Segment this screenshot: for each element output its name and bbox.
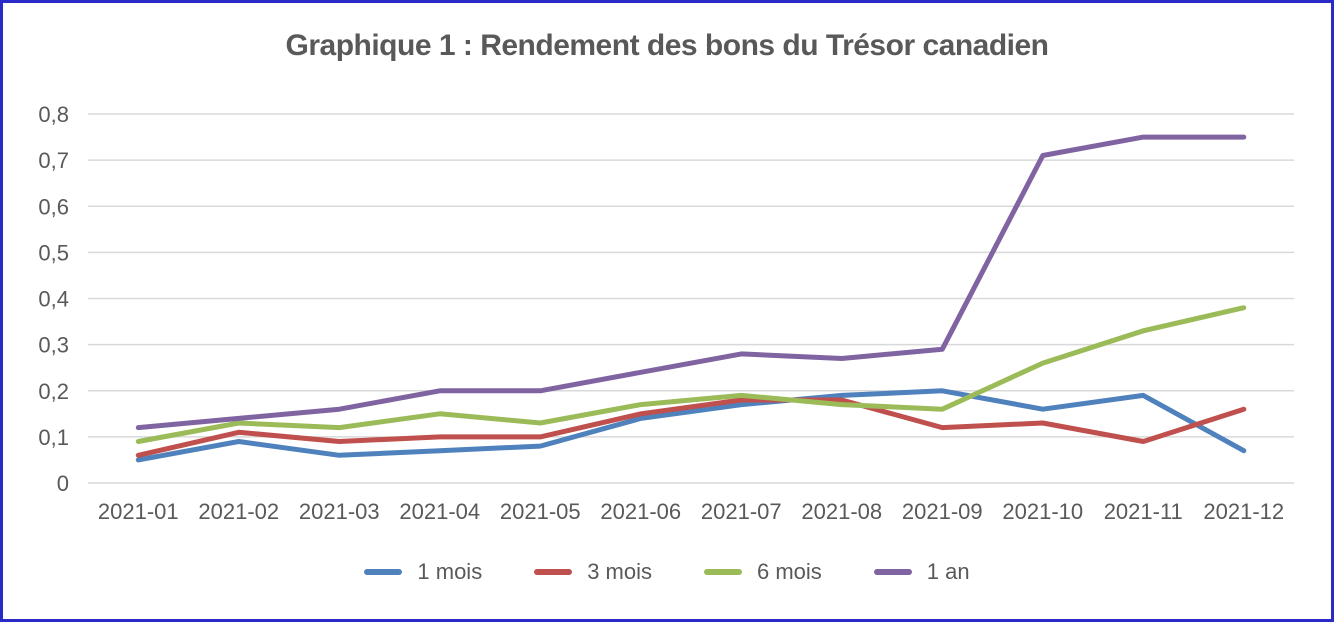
series-line-3-mois (135, 397, 1247, 458)
y-axis-tick-label: 0,8 (38, 102, 69, 127)
legend-label: 1 mois (417, 559, 483, 584)
chart-title: Graphique 1 : Rendement des bons du Trés… (285, 29, 1050, 62)
legend-swatch-icon (873, 569, 912, 575)
legend-swatch-icon (364, 569, 403, 575)
y-axis-tick-label: 0,7 (38, 148, 69, 173)
x-axis-tick-label: 2021-11 (1104, 499, 1183, 524)
legend-item-6-mois: 6 mois (703, 559, 822, 584)
y-axis-tick-label: 0,4 (38, 287, 69, 312)
legend-item-3-mois: 3 mois (534, 561, 652, 583)
series-line-1-an (135, 134, 1247, 431)
series-line-6-mois (135, 305, 1247, 444)
x-axis-tick-label: 2021-06 (600, 499, 681, 524)
y-axis-tick-label: 0,6 (38, 194, 69, 219)
x-axis-tick-label: 2021-12 (1203, 499, 1284, 524)
legend-item-1-an: 1 an (873, 559, 970, 584)
legend-label: 3 mois (587, 559, 652, 584)
y-axis-tick-label: 0,5 (38, 240, 69, 265)
series-line-1-mois (135, 388, 1247, 463)
x-axis-tick-label: 2021-05 (500, 499, 581, 524)
x-axis-tick-label: 2021-02 (198, 499, 279, 524)
plot-area: 0 0,1 0,2 0,3 0,4 0,5 0,6 0,7 0,8 2021-01 2021-02 2… (38, 102, 1294, 524)
x-axis-tick-label: 2021-08 (801, 499, 882, 524)
legend-swatch-icon (703, 569, 742, 575)
x-axis-tick-label: 2021-10 (1002, 499, 1083, 524)
x-axis-tick-label: 2021-03 (299, 499, 380, 524)
chart-legend: 1 mois 3 mois 6 mois 1 an (3, 561, 1331, 583)
legend-item-1-mois: 1 mois (364, 561, 482, 583)
y-axis-tick-label: 0,3 (38, 333, 69, 358)
y-axis-tick-label: 0,1 (38, 425, 69, 450)
x-axis-tick-label: 2021-09 (902, 499, 983, 524)
y-axis-tick-label: 0 (57, 471, 69, 496)
legend-label: 1 an (926, 559, 970, 584)
x-axis-tick-label: 2021-01 (98, 499, 179, 524)
x-axis-tick-label: 2021-04 (399, 499, 480, 524)
legend-swatch-icon (534, 569, 573, 575)
y-axis-tick-label: 0,2 (38, 379, 69, 404)
x-axis-tick-label: 2021-07 (701, 499, 782, 524)
legend-label: 6 mois (756, 559, 822, 584)
